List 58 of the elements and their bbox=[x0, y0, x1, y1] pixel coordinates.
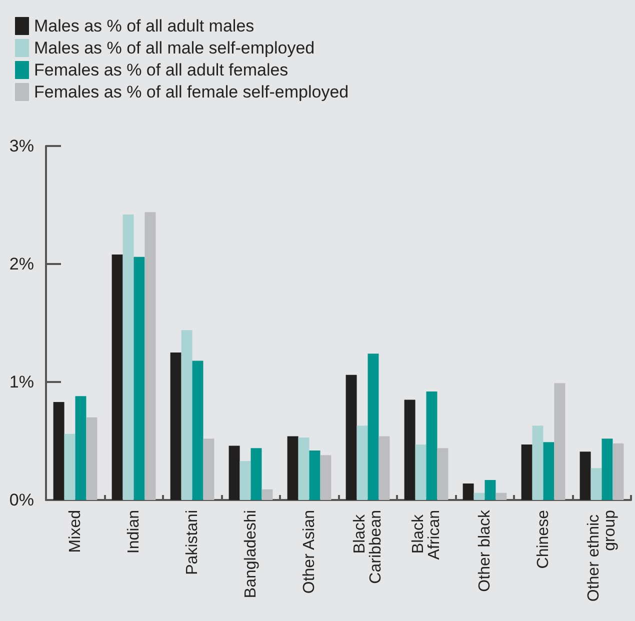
legend-label: Males as % of all male self-employed bbox=[34, 38, 315, 58]
x-tick-label: Other ethnic group bbox=[585, 510, 618, 602]
bar bbox=[368, 354, 379, 500]
bar bbox=[228, 446, 240, 500]
bar bbox=[543, 442, 554, 500]
bar bbox=[134, 256, 145, 500]
bar bbox=[580, 452, 591, 500]
bar bbox=[262, 489, 273, 500]
x-tick-label: Black Caribbean bbox=[351, 510, 384, 584]
legend-label: Males as % of all adult males bbox=[34, 16, 254, 36]
bar bbox=[250, 448, 262, 500]
x-tick-label: Chinese bbox=[534, 510, 552, 569]
bar bbox=[122, 214, 134, 500]
legend-label: Females as % of all adult females bbox=[34, 60, 288, 80]
bar bbox=[170, 352, 182, 500]
x-tick-label: Bangladeshi bbox=[242, 510, 260, 598]
bar bbox=[404, 400, 416, 500]
bar bbox=[320, 455, 332, 500]
bar bbox=[75, 396, 86, 500]
bar bbox=[437, 448, 448, 500]
legend-label: Females as % of all female self-employed bbox=[34, 82, 349, 102]
bar bbox=[554, 383, 566, 500]
bar bbox=[64, 434, 76, 500]
bar bbox=[346, 374, 357, 500]
bar bbox=[287, 436, 298, 500]
x-tick-label: Pakistani bbox=[184, 510, 201, 575]
bar bbox=[144, 212, 156, 500]
bar bbox=[309, 450, 320, 500]
bar bbox=[426, 391, 438, 500]
bar bbox=[462, 483, 474, 500]
bar bbox=[474, 492, 485, 500]
bar bbox=[181, 330, 192, 500]
bar bbox=[203, 438, 214, 500]
y-tick-label: 2% bbox=[9, 254, 34, 274]
bar bbox=[112, 254, 123, 500]
x-tick-label: Black African bbox=[410, 510, 443, 560]
bar bbox=[192, 360, 204, 500]
bar bbox=[240, 461, 251, 500]
bar bbox=[298, 437, 310, 500]
bar bbox=[415, 444, 426, 500]
x-tick-label: Other black bbox=[476, 509, 494, 592]
bar bbox=[496, 492, 507, 500]
bar bbox=[86, 417, 98, 500]
bar bbox=[612, 443, 624, 500]
bar bbox=[378, 436, 390, 500]
bar bbox=[53, 402, 64, 500]
bar bbox=[532, 426, 544, 500]
bar bbox=[484, 480, 496, 500]
x-tick-label: Mixed bbox=[66, 510, 84, 553]
y-tick-label: 1% bbox=[9, 372, 34, 392]
bar bbox=[356, 426, 368, 500]
x-tick-label: Indian bbox=[125, 510, 142, 554]
y-tick-label: 0% bbox=[9, 490, 34, 510]
y-tick-label: 3% bbox=[9, 136, 34, 156]
bar bbox=[602, 438, 613, 500]
bar bbox=[521, 444, 532, 500]
bar bbox=[590, 468, 602, 500]
x-tick-label: Other Asian bbox=[300, 510, 318, 594]
